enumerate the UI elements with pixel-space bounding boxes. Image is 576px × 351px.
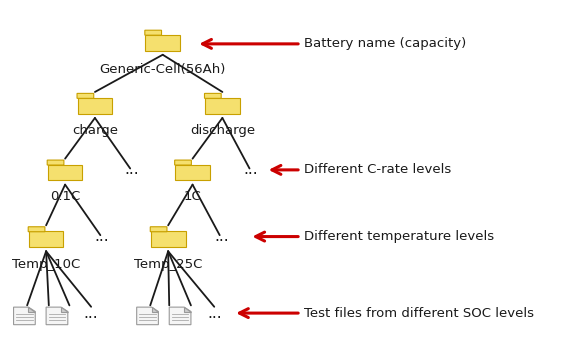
Polygon shape [14, 307, 35, 325]
Bar [176, 165, 209, 180]
Text: ...: ... [214, 229, 229, 244]
Text: ...: ... [84, 306, 98, 320]
Polygon shape [151, 307, 158, 312]
Text: discharge: discharge [190, 124, 255, 137]
FancyBboxPatch shape [145, 30, 161, 35]
Text: Temp_10C: Temp_10C [12, 258, 80, 271]
Bar [78, 98, 112, 114]
Polygon shape [28, 307, 35, 312]
Text: ...: ... [207, 306, 222, 320]
Bar [48, 165, 82, 180]
Text: Different temperature levels: Different temperature levels [256, 230, 494, 243]
Bar [151, 231, 185, 247]
Text: 0.1C: 0.1C [50, 190, 80, 203]
Polygon shape [61, 307, 68, 312]
Bar [151, 232, 185, 247]
FancyBboxPatch shape [47, 160, 64, 165]
Text: ...: ... [124, 163, 139, 177]
FancyBboxPatch shape [204, 93, 221, 98]
Text: ...: ... [244, 163, 259, 177]
Text: ...: ... [94, 229, 109, 244]
Bar [29, 231, 63, 247]
Bar [78, 98, 112, 113]
Bar [29, 232, 63, 247]
Polygon shape [169, 307, 191, 325]
FancyBboxPatch shape [150, 227, 167, 232]
Text: 1C: 1C [184, 190, 202, 203]
FancyBboxPatch shape [77, 93, 94, 98]
Text: Generic-Cell(56Ah): Generic-Cell(56Ah) [100, 63, 226, 76]
Text: charge: charge [72, 124, 118, 137]
Polygon shape [46, 307, 68, 325]
Bar [206, 98, 239, 113]
Text: Temp_25C: Temp_25C [134, 258, 202, 271]
Bar [48, 165, 82, 180]
Polygon shape [184, 307, 191, 312]
Polygon shape [137, 307, 158, 325]
FancyBboxPatch shape [175, 160, 191, 165]
Text: Different C-rate levels: Different C-rate levels [272, 163, 451, 177]
Text: Battery name (capacity): Battery name (capacity) [203, 37, 466, 51]
Text: Test files from different SOC levels: Test files from different SOC levels [240, 306, 534, 320]
Bar [175, 165, 210, 180]
Bar [145, 35, 180, 51]
Bar [146, 35, 180, 50]
Bar [205, 98, 240, 114]
FancyBboxPatch shape [28, 227, 45, 232]
